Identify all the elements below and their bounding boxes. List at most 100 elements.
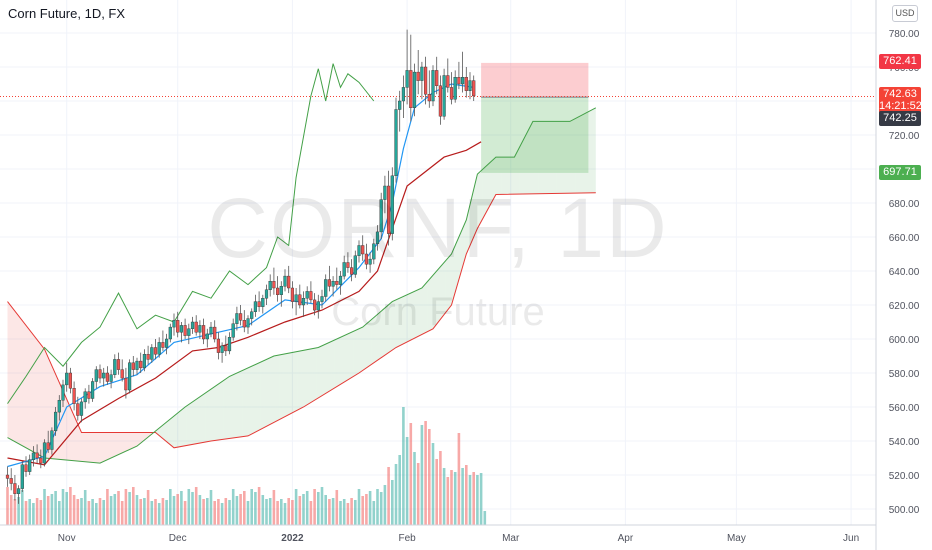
cloud-segment — [573, 118, 576, 194]
volume-bar — [335, 490, 339, 525]
candle-body — [157, 342, 161, 355]
candle-body — [227, 337, 232, 352]
cloud-segment — [331, 340, 334, 390]
cloud-segment — [96, 432, 99, 463]
volume-bar — [157, 503, 161, 525]
cloud-segment — [236, 372, 239, 438]
cloud-segment — [177, 411, 180, 448]
cloud-segment — [360, 327, 363, 372]
cloud-segment — [564, 121, 567, 194]
volume-bar — [198, 495, 202, 525]
target-price-tag: 697.71 — [879, 165, 921, 180]
volume-bar — [54, 491, 57, 525]
x-tick-label: 2022 — [281, 533, 304, 544]
volume-bar — [106, 489, 109, 525]
volume-bar — [354, 500, 357, 525]
cloud-segment — [7, 301, 10, 439]
cloud-segment — [569, 120, 572, 194]
cloud-segment — [218, 382, 221, 440]
cloud-segment — [466, 212, 469, 254]
cloud-segment — [183, 407, 186, 447]
cloud-segment — [314, 347, 317, 401]
cloud-segment — [475, 174, 478, 233]
cloud-segment — [85, 432, 88, 462]
volume-bar — [113, 494, 117, 525]
cloud-segment — [521, 139, 524, 195]
candle-body — [87, 391, 91, 399]
candle-body — [335, 281, 339, 285]
cloud-segment — [562, 121, 565, 194]
cloud-segment — [275, 355, 278, 422]
cloud-segment — [592, 108, 594, 193]
volume-bar — [187, 489, 191, 525]
cloud-segment — [538, 121, 541, 194]
cloud-segment — [283, 353, 285, 418]
volume-bar — [161, 498, 165, 525]
candle-body — [264, 289, 269, 299]
volume-bar — [431, 443, 435, 525]
volume-bar — [291, 500, 294, 525]
cloud-segment — [453, 245, 456, 299]
cloud-segment — [377, 312, 380, 361]
cloud-segment — [13, 308, 15, 442]
volume-bar — [169, 489, 172, 525]
cloud-segment — [285, 353, 287, 417]
cloud-segment — [220, 381, 223, 440]
volume-bar — [328, 499, 331, 525]
cloud-segment — [325, 343, 328, 394]
y-tick-label: 720.00 — [889, 131, 920, 142]
cloud-segment — [64, 395, 67, 461]
y-tick-label: 520.00 — [889, 471, 920, 482]
volume-bar — [231, 489, 235, 525]
candle-body — [72, 388, 76, 404]
volume-bar — [476, 475, 479, 525]
volume-bar — [376, 489, 379, 525]
volume-bar — [402, 407, 405, 525]
cloud-segment — [553, 121, 556, 194]
x-tick-label: Apr — [618, 533, 634, 544]
cloud-segment — [359, 327, 361, 373]
candle-body — [194, 321, 198, 333]
cloud-segment — [433, 273, 435, 329]
cloud-segment — [431, 275, 433, 330]
cloud-segment — [270, 356, 273, 425]
cloud-segment — [211, 387, 213, 441]
cloud-segment — [77, 424, 80, 462]
candle-body — [39, 457, 43, 464]
cloud-segment — [249, 366, 252, 435]
volume-bar — [409, 423, 413, 525]
cloud-segment — [186, 404, 189, 446]
volume-bar — [65, 492, 68, 525]
cloud-segment — [484, 165, 487, 215]
volume-bar — [268, 498, 272, 525]
candle-body — [361, 245, 365, 255]
cloud-segment — [170, 417, 173, 447]
cloud-segment — [281, 354, 284, 419]
cloud-segment — [323, 344, 326, 395]
cloud-segment — [207, 390, 210, 442]
cloud-segment — [329, 341, 332, 392]
volume-bar — [87, 501, 91, 525]
candle-body — [68, 372, 72, 389]
currency-button[interactable]: USD — [892, 5, 918, 22]
candle-body — [139, 360, 143, 369]
candle-body — [279, 286, 283, 295]
cloud-segment — [468, 204, 470, 250]
candle-body — [153, 347, 158, 355]
candle-body — [220, 345, 224, 353]
cloud-segment — [581, 114, 583, 194]
y-tick-label: 500.00 — [889, 505, 920, 516]
cloud-segment — [216, 384, 219, 441]
volume-bar — [439, 451, 442, 525]
cloud-segment — [531, 121, 533, 194]
cloud-segment — [87, 432, 89, 463]
candle-body — [427, 93, 431, 102]
cloud-segment — [42, 346, 45, 458]
senkou-span-a-line — [7, 107, 597, 464]
candle-body — [431, 70, 435, 102]
candle-body — [353, 255, 357, 275]
cloud-segment — [479, 170, 482, 226]
volume-bar — [76, 499, 80, 525]
chart-title[interactable]: Corn Future, 1D, FX — [8, 6, 126, 21]
